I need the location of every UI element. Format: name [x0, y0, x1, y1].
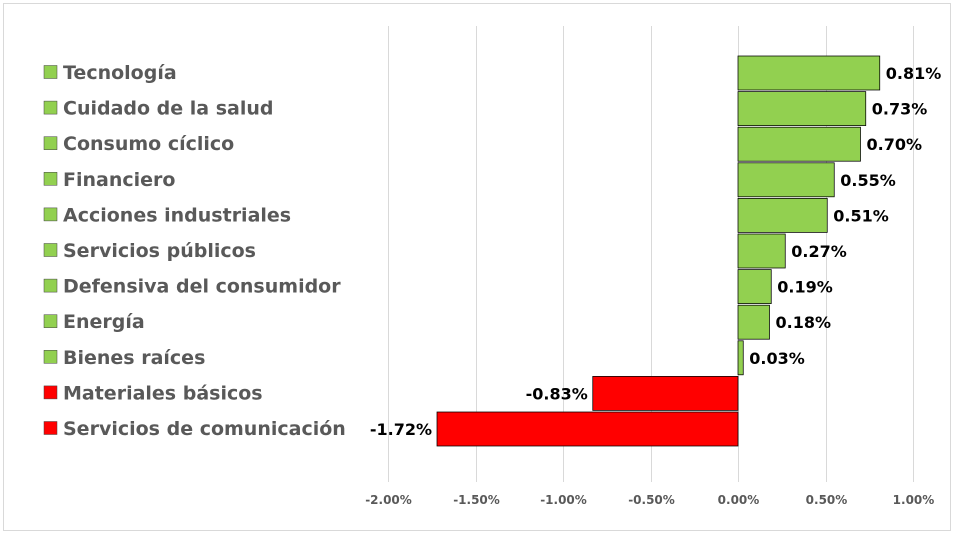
category-legend: Tecnología Cuidado de la salud Consumo cíc…	[43, 62, 346, 440]
x-tick-label: -0.50%	[628, 493, 675, 507]
category-label: Financiero	[63, 169, 175, 191]
category-label: Materiales básicos	[63, 382, 263, 404]
legend-swatch	[43, 350, 58, 364]
bar	[737, 340, 744, 376]
data-label: 0.51%	[833, 206, 889, 225]
bar	[737, 55, 881, 91]
data-label: 0.55%	[840, 171, 896, 190]
category-label: Bienes raíces	[63, 347, 205, 369]
bar	[737, 233, 786, 269]
bar	[737, 269, 772, 304]
data-label: 0.70%	[867, 135, 923, 154]
legend-swatch	[43, 172, 58, 186]
data-label: 0.73%	[872, 100, 928, 119]
data-label: 0.19%	[777, 278, 833, 297]
category-label: Cuidado de la salud	[63, 98, 274, 120]
bar	[737, 162, 835, 198]
legend-swatch	[43, 243, 58, 257]
bar	[737, 91, 867, 126]
category-label: Consumo cíclico	[63, 133, 234, 155]
bar	[737, 126, 861, 162]
x-tick-label: 1.00%	[893, 493, 935, 507]
bar	[592, 376, 739, 411]
category-label: Energía	[63, 311, 145, 333]
x-tick-label: 0.50%	[806, 493, 848, 507]
data-label: -0.83%	[526, 384, 588, 403]
chart-frame: Tecnología Cuidado de la salud Consumo cíc…	[3, 3, 951, 531]
data-label: 0.27%	[791, 242, 847, 261]
category-label: Servicios públicos	[63, 240, 256, 262]
x-tick-label: -1.00%	[540, 493, 587, 507]
legend-swatch	[43, 278, 58, 293]
legend-swatch	[43, 207, 58, 222]
legend-swatch	[43, 314, 58, 328]
legend-swatch	[43, 100, 58, 115]
x-tick-label: 0.00%	[718, 493, 760, 507]
bars	[436, 55, 881, 447]
data-label: 0.81%	[886, 64, 942, 83]
x-axis-ticks: -2.00% -1.50% -1.00% -0.50% 0.00% 0.50% 1.00%	[365, 493, 934, 507]
x-tick-label: -1.50%	[453, 493, 500, 507]
sector-performance-chart: Tecnología Cuidado de la salud Consumo cíc…	[43, 26, 941, 507]
category-label: Defensiva del consumidor	[63, 276, 341, 298]
data-label: 0.18%	[776, 313, 832, 332]
category-label: Servicios de comunicación	[63, 418, 346, 440]
bar	[737, 304, 770, 340]
x-tick-label: -2.00%	[365, 493, 412, 507]
category-label: Tecnología	[63, 62, 177, 84]
category-label: Acciones industriales	[63, 204, 291, 226]
data-label: 0.03%	[749, 349, 805, 368]
bar	[737, 198, 828, 233]
data-label: -1.72%	[370, 420, 432, 439]
legend-swatch	[43, 421, 58, 435]
legend-swatch	[43, 385, 58, 400]
legend-swatch	[43, 65, 58, 79]
bar	[436, 411, 739, 447]
data-labels: 0.81% 0.73% 0.70% 0.55% 0.51% 0.27% 0.19% 0.18%…	[370, 64, 941, 439]
legend-swatch	[43, 136, 58, 150]
